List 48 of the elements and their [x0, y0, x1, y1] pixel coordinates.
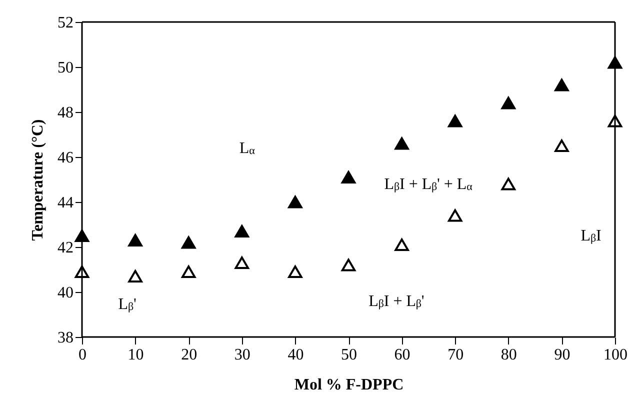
point: [608, 56, 622, 69]
x-tick-label: 80: [500, 346, 517, 364]
point: [74, 265, 90, 278]
point: [394, 238, 409, 252]
x-tick-label: 60: [394, 346, 410, 364]
annotation: Lα: [239, 140, 256, 157]
y-tick-label: 42: [58, 240, 74, 256]
x-tick-label: 70: [448, 346, 464, 364]
point: [234, 224, 250, 238]
point: [288, 196, 302, 208]
point: [288, 265, 302, 278]
point: [234, 256, 250, 270]
y-tick-label: 38: [58, 330, 74, 346]
y-axis-title: Temperature (°C): [30, 119, 46, 241]
x-tick-label: 90: [554, 346, 570, 364]
y-tick-label: 50: [58, 60, 74, 76]
point: [128, 234, 142, 247]
point: [181, 236, 196, 249]
x-tick-label: 30: [234, 346, 250, 364]
point: [448, 209, 462, 222]
point: [554, 139, 569, 152]
annotation: LβI: [580, 228, 602, 245]
x-tick-label: 100: [604, 346, 628, 364]
point: [128, 270, 142, 283]
x-tick-label: 10: [128, 346, 144, 364]
x-tick-label: 50: [341, 346, 357, 364]
point: [74, 229, 90, 242]
point: [341, 258, 356, 272]
point: [554, 78, 569, 92]
annotation: LβI + Lβ': [368, 293, 424, 310]
point: [341, 170, 356, 184]
point: [448, 114, 462, 128]
x-tick-label: 0: [78, 346, 86, 364]
x-tick-label: 40: [288, 346, 304, 364]
x-tick-label: 20: [181, 346, 198, 364]
point: [181, 265, 196, 278]
annotation: LβI + Lβ' + Lα: [384, 176, 473, 194]
y-tick-label: 46: [58, 150, 74, 166]
point: [501, 96, 516, 110]
point: [501, 178, 516, 190]
point: [394, 137, 409, 150]
x-axis-title: Mol % F-DPPC: [294, 376, 404, 394]
y-tick-label: 52: [58, 14, 74, 32]
y-tick-label: 48: [58, 104, 74, 122]
point: [608, 114, 622, 128]
annotation: Lβ': [118, 296, 136, 313]
y-tick-label: 44: [58, 194, 74, 212]
y-tick-label: 40: [58, 284, 74, 302]
